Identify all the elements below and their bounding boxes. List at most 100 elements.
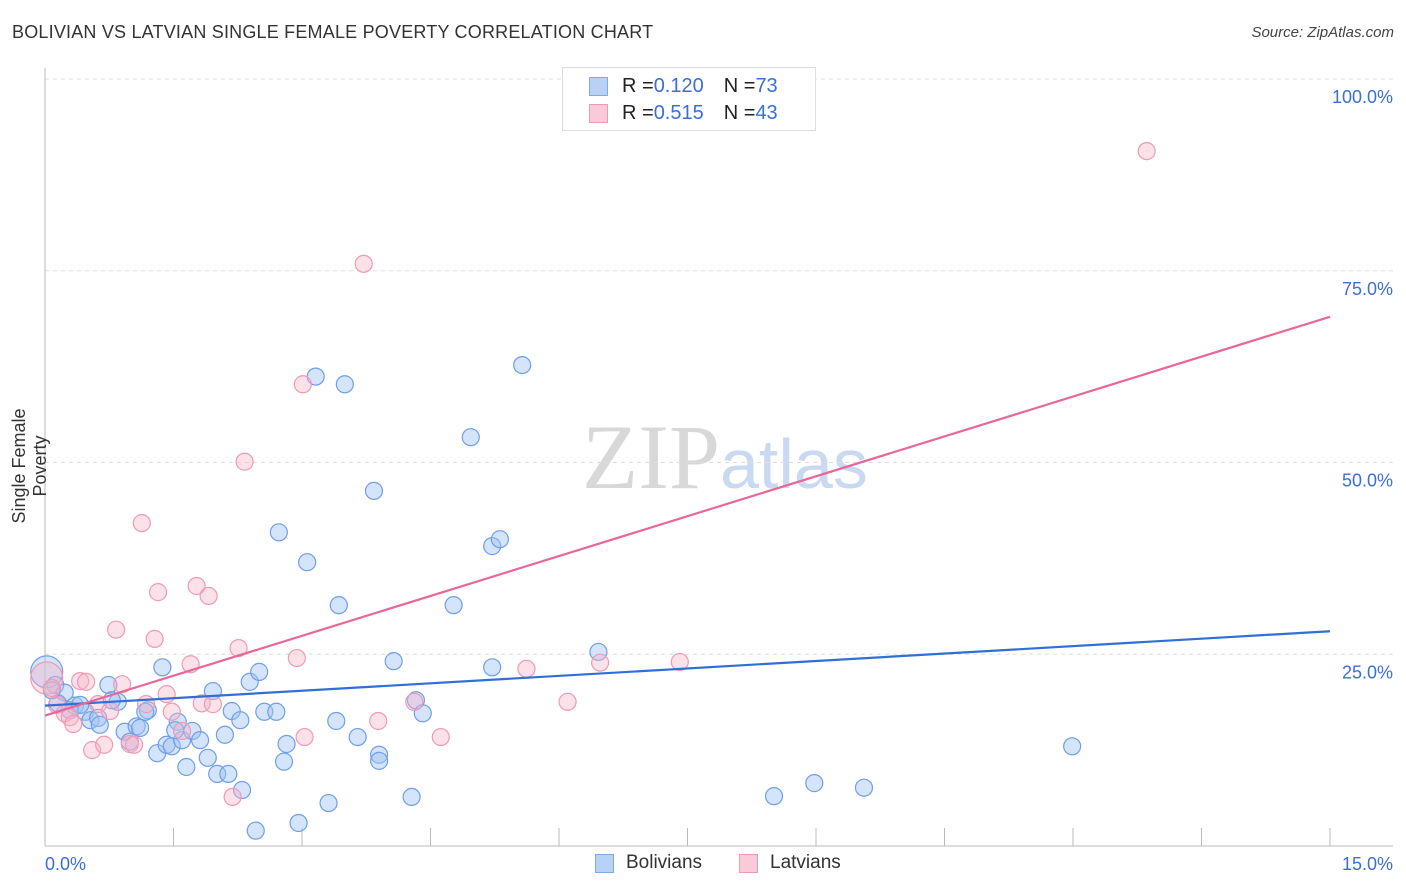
bolivians-point: [190, 731, 210, 750]
latvians-point: [295, 727, 314, 747]
latvians-point: [287, 648, 306, 668]
x-tick-label: 15.0%: [1342, 854, 1393, 874]
latvians-point: [42, 678, 61, 698]
latvians-point: [145, 629, 164, 649]
watermark-zip: ZIP: [582, 406, 720, 508]
bolivians-point: [764, 787, 784, 806]
latvians-point: [95, 735, 114, 754]
latvians-point: [293, 375, 312, 394]
bolivians-point: [490, 530, 509, 549]
bolivians-point: [329, 596, 348, 615]
latvians-point: [132, 513, 151, 533]
y-axis-label: Single Female Poverty: [9, 408, 50, 524]
bolivians-point: [364, 481, 384, 500]
n-label: N =: [723, 74, 756, 97]
x-tick-label: 0.0%: [45, 854, 86, 874]
latvians-swatch: [589, 103, 608, 123]
latvians-point: [431, 727, 450, 747]
bolivians-point: [240, 672, 259, 691]
latvians-point: [1137, 141, 1156, 161]
r-label: R =: [622, 101, 654, 124]
latvians-trend-line: [44, 315, 1331, 717]
legend-label: Latvians: [770, 852, 841, 873]
bolivians-point: [99, 675, 118, 695]
bolivians-point: [483, 658, 502, 677]
bolivians-point: [289, 813, 308, 833]
legend-row-bolivians: R = 0.120 N = 73: [589, 73, 778, 99]
latvians-point: [199, 586, 218, 606]
bolivians-point: [198, 748, 217, 767]
bolivians-point: [46, 675, 65, 695]
bottom-legend-latvians: Latvians: [739, 852, 841, 874]
bolivians-trend-line: [44, 630, 1331, 707]
bolivians-point: [172, 731, 192, 750]
legend-row-latvians: R = 0.515 N = 43: [589, 100, 778, 126]
bolivians-point: [370, 745, 389, 764]
bolivians-point: [348, 727, 367, 747]
bolivians-point: [177, 757, 196, 777]
latvians-point: [71, 671, 90, 691]
r-label: R =: [622, 74, 654, 97]
latvians-point: [64, 714, 83, 734]
legend-box: R = 0.120 N = 73 R = 0.515 N = 43: [562, 67, 816, 131]
bolivians-point: [319, 793, 338, 813]
y-tick-label: 75.0%: [1342, 279, 1393, 299]
r-value: 0.120: [653, 74, 704, 97]
latvians-point: [162, 702, 181, 721]
bolivians-point: [269, 523, 288, 542]
bolivians-swatch: [589, 76, 608, 96]
bolivians-point: [277, 734, 296, 754]
bolivians-point: [384, 652, 403, 671]
latvians-point: [101, 701, 120, 721]
bolivians-point: [90, 715, 109, 734]
latvians-point: [136, 695, 156, 714]
bolivians-point: [1063, 737, 1082, 756]
bolivians-point: [854, 778, 874, 797]
n-value: 43: [755, 101, 778, 124]
latvians-point: [107, 620, 126, 639]
bolivians-swatch: [595, 853, 614, 873]
latvians-point: [124, 735, 144, 754]
latvians-point: [148, 583, 168, 602]
latvians-point: [77, 672, 96, 691]
latvians-point: [203, 695, 223, 714]
r-value: 0.515: [653, 101, 704, 124]
bottom-legend-bolivians: Bolivians: [595, 852, 702, 874]
latvians-point: [157, 685, 176, 704]
bolivians-point: [231, 711, 250, 730]
bolivians-point: [327, 711, 346, 731]
bolivians-point: [246, 821, 265, 840]
bolivians-point: [298, 553, 317, 572]
latvians-point: [369, 711, 388, 731]
latvians-point: [187, 576, 206, 596]
bolivians-point: [461, 428, 480, 447]
bolivians-point: [274, 752, 294, 771]
bolivians-point: [335, 375, 354, 394]
bolivians-point: [402, 787, 421, 807]
y-tick-label: 50.0%: [1342, 471, 1393, 491]
y-tick-label: 100.0%: [1332, 87, 1393, 107]
latvians-point: [235, 452, 254, 471]
bolivians-point: [166, 721, 185, 740]
bolivians-point: [232, 780, 252, 800]
latvians-point: [591, 653, 610, 672]
bolivians-point: [136, 702, 155, 721]
bolivians-point: [805, 774, 824, 793]
bolivians-point: [483, 537, 502, 556]
legend-label: Bolivians: [626, 852, 703, 873]
chart-title: BOLIVIAN VS LATVIAN SINGLE FEMALE POVERT…: [12, 22, 654, 42]
n-label: N =: [723, 101, 756, 124]
latvians-point: [172, 721, 192, 741]
latvians-point: [83, 741, 102, 760]
watermark-atlas: atlas: [720, 425, 868, 503]
bolivians-point: [267, 702, 286, 721]
bolivians-point: [215, 725, 234, 744]
y-tick-label: 25.0%: [1342, 662, 1393, 682]
latvians-point: [517, 659, 536, 678]
source-label: Source: ZipAtlas.com: [1251, 24, 1394, 41]
latvians-swatch: [739, 853, 758, 873]
latvians-point: [405, 692, 424, 711]
bolivians-point: [250, 662, 269, 681]
bolivians-point: [370, 751, 389, 770]
